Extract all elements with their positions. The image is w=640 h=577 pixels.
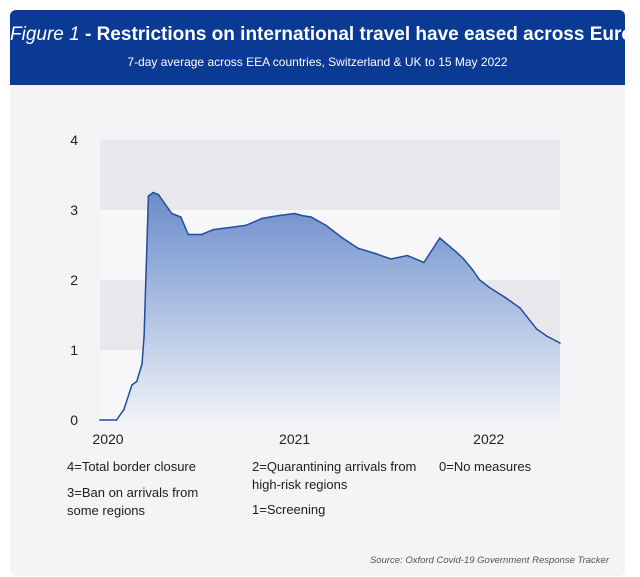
data-point (180, 216, 182, 218)
data-point (163, 202, 166, 204)
data-point (374, 252, 376, 255)
data-point (406, 254, 409, 257)
data-point (390, 258, 392, 260)
data-point (519, 307, 521, 309)
data-point (487, 286, 490, 288)
data-point (261, 217, 263, 220)
y-tick-label: 1 (70, 342, 78, 358)
data-point (439, 237, 441, 239)
series-line (100, 191, 561, 421)
data-point (115, 419, 118, 421)
y-tick-label: 2 (70, 272, 78, 288)
chart-subtitle: 7-day average across EEA countries, Swit… (127, 55, 508, 69)
data-point (559, 342, 561, 344)
grid-band (100, 140, 560, 210)
data-point (200, 233, 203, 236)
chart-card: Figure 1 - Restrictions on international… (10, 10, 625, 576)
data-point (535, 328, 538, 330)
legend-item-2: 2=Quarantining arrivals from high-risk r… (252, 459, 417, 492)
y-axis: 0 1 2 3 4 (70, 132, 78, 428)
data-point (325, 224, 327, 227)
data-point (99, 419, 101, 421)
figure-label: Figure 1 (10, 24, 80, 45)
title-text: - Restrictions on international travel h… (79, 24, 625, 45)
data-point (277, 214, 279, 217)
data-points (99, 191, 561, 421)
x-tick-label: 2022 (473, 431, 504, 447)
data-point (545, 335, 548, 337)
series-area (100, 192, 560, 420)
data-point (423, 261, 425, 264)
data-point (212, 228, 215, 231)
legend-item-3: 3=Ban on arrivals from some regions (67, 485, 199, 518)
data-point (244, 224, 247, 227)
data-point (357, 247, 360, 250)
y-tick-label: 4 (70, 132, 78, 148)
y-tick-label: 0 (70, 412, 78, 428)
data-point (301, 214, 303, 217)
data-point (504, 296, 507, 299)
source-note: Source: Oxford Covid-19 Government Respo… (369, 555, 609, 566)
data-point (310, 216, 312, 218)
data-point (187, 233, 190, 236)
data-point (143, 335, 145, 337)
data-point (293, 212, 296, 215)
data-point (123, 408, 125, 411)
data-point (141, 363, 143, 365)
x-tick-label: 2021 (279, 431, 310, 447)
data-point (192, 233, 195, 236)
chart-title: Figure 1 - Restrictions on international… (10, 24, 625, 46)
y-tick-label: 3 (70, 202, 78, 218)
data-point (341, 237, 344, 239)
data-point (471, 268, 474, 271)
data-point (135, 380, 138, 383)
data-point (478, 279, 481, 281)
data-point (228, 226, 231, 229)
legend-item-4: 4=Total border closure (67, 459, 196, 474)
area-chart: 0 1 2 3 4 2020 2021 2022 (70, 132, 561, 447)
data-point (455, 251, 458, 253)
title-banner: Figure 1 - Restrictions on international… (10, 10, 625, 85)
legend-item-1: 1=Screening (252, 502, 326, 517)
data-point (147, 195, 150, 197)
data-point (131, 384, 133, 386)
data-point (462, 258, 465, 260)
x-tick-label: 2020 (92, 431, 123, 447)
data-point (157, 193, 160, 196)
data-point (170, 212, 173, 215)
x-axis: 2020 2021 2022 (92, 431, 504, 447)
legend-item-0: 0=No measures (439, 459, 532, 474)
data-point (152, 191, 154, 194)
